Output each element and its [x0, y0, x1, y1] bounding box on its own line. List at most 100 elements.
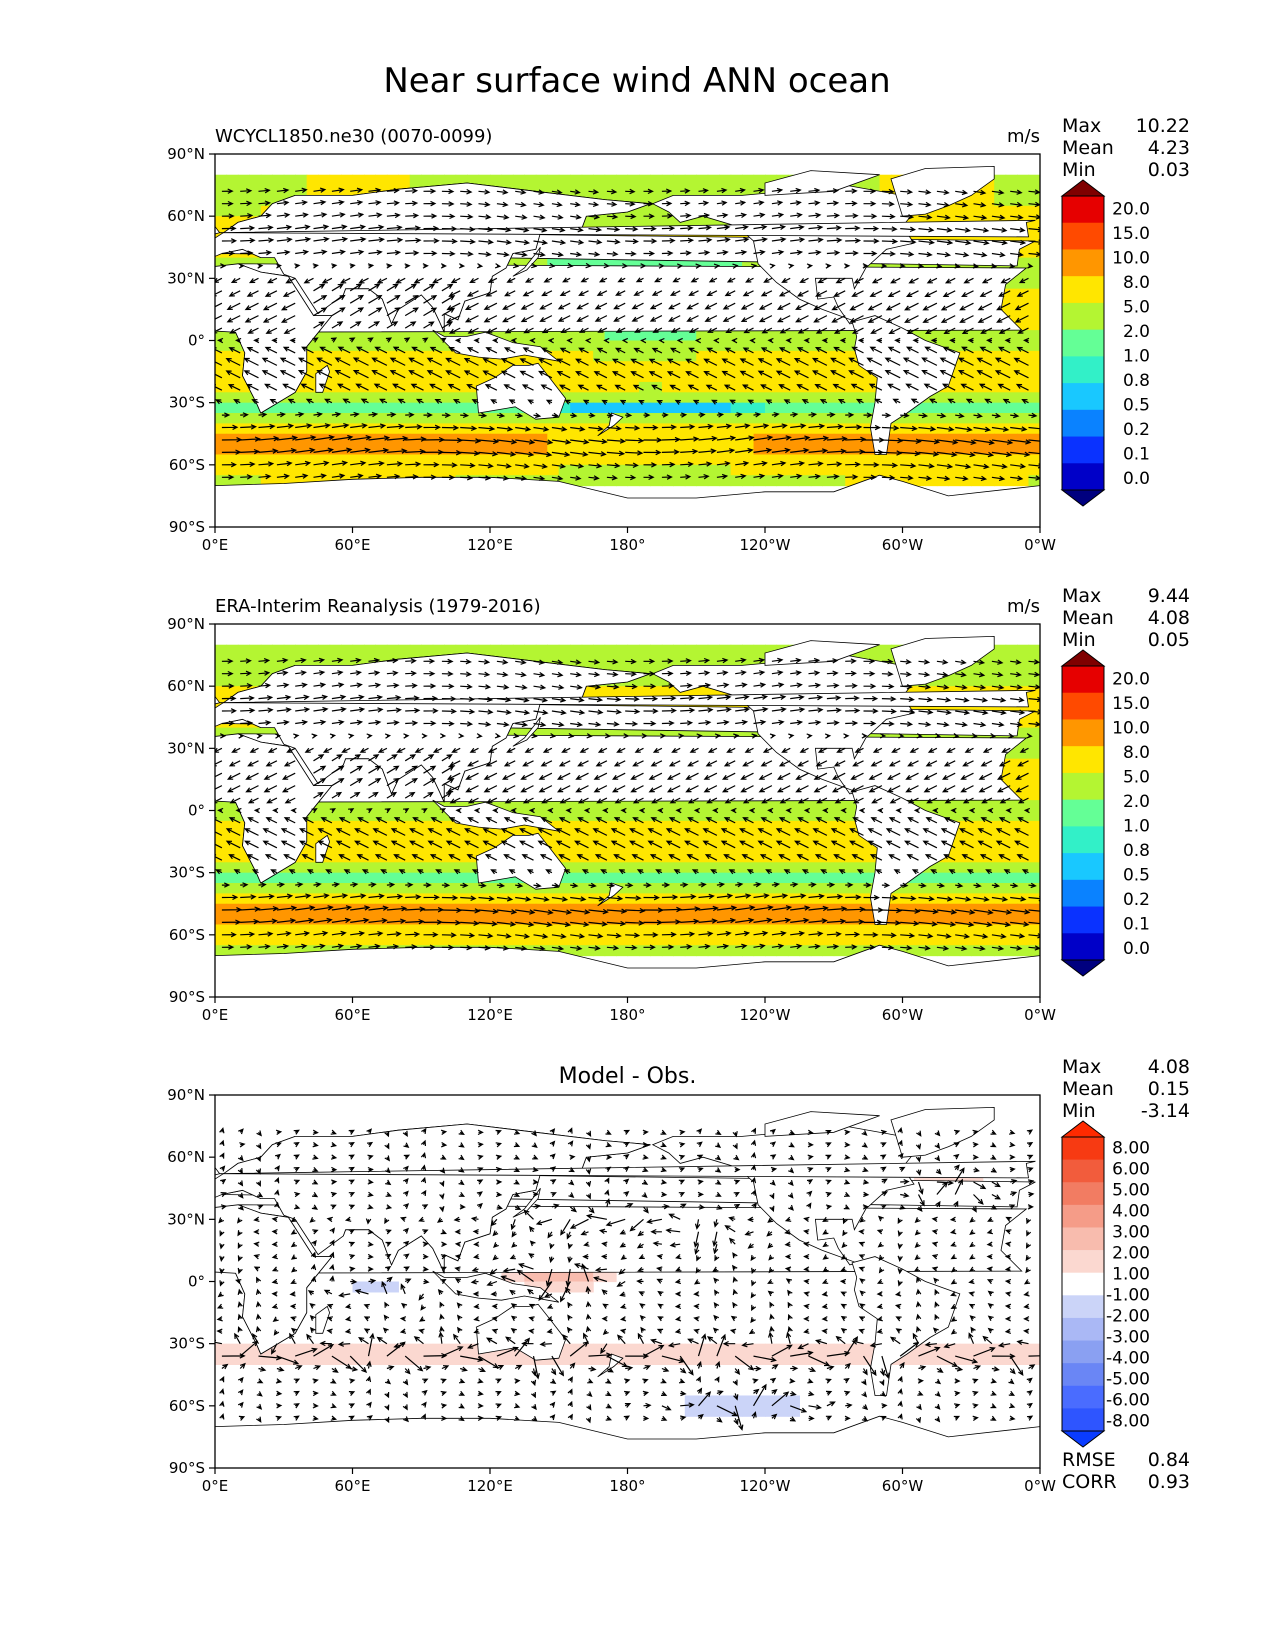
wind-vector [392, 383, 406, 391]
wind-vector [826, 188, 840, 194]
wind-vector [464, 302, 479, 311]
field-cell [959, 831, 972, 843]
wind-vector [613, 315, 626, 322]
field-cell [421, 800, 434, 812]
field-cell [776, 371, 789, 383]
wind-vector [918, 226, 935, 233]
wind-vector [997, 383, 1011, 391]
field-cell [249, 464, 262, 476]
field-cell [581, 727, 594, 739]
wind-vector [551, 214, 564, 220]
field-cell [444, 402, 457, 414]
wind-vector [625, 188, 636, 195]
wind-vector [318, 383, 333, 391]
wind-vector [557, 302, 571, 310]
wind-vector [368, 283, 381, 292]
field-cell [650, 216, 663, 228]
field-cell [753, 330, 766, 342]
wind-vector [423, 321, 435, 329]
wind-vector [833, 346, 846, 354]
field-cell [650, 371, 663, 383]
wind-vector [358, 277, 369, 284]
x-tick-label: 60°W [882, 536, 924, 554]
field-cell [856, 464, 869, 476]
field-cell [283, 883, 296, 894]
field-cell [707, 727, 720, 739]
wind-vector [614, 347, 626, 354]
wind-vector [900, 201, 914, 208]
field-cell [1028, 727, 1040, 739]
field-cell [215, 810, 228, 822]
field-cell [558, 831, 571, 843]
wind-vector [758, 302, 773, 310]
field-cell [799, 371, 812, 383]
field-cell [650, 727, 663, 739]
field-cell [638, 655, 652, 667]
field-cell [994, 872, 1007, 884]
field-cell [650, 340, 663, 352]
field-cell [1028, 769, 1040, 781]
field-cell [547, 330, 560, 342]
field-cell [994, 820, 1007, 832]
wind-vector [845, 213, 859, 219]
field-cell [799, 454, 812, 466]
wind-vector [324, 398, 333, 404]
wind-vector [796, 290, 809, 297]
wind-vector [496, 214, 510, 220]
field-cell [558, 371, 571, 383]
wind-vector [986, 337, 993, 344]
wind-vector [976, 370, 993, 379]
field-cell [616, 381, 629, 393]
wind-vector [276, 212, 291, 218]
field-cell [948, 381, 961, 393]
field-cell [547, 820, 560, 832]
field-cell [650, 810, 663, 822]
wind-vector [863, 188, 877, 195]
wind-vector [955, 202, 969, 208]
field-cell [249, 402, 262, 414]
field-cell [719, 413, 732, 424]
field-cell [799, 361, 812, 373]
wind-vector [753, 212, 766, 218]
wind-vector [221, 188, 234, 194]
wind-vector [386, 423, 405, 430]
wind-vector [282, 383, 296, 391]
wind-vector [735, 200, 747, 206]
field-cell [421, 820, 434, 832]
field-cell [913, 433, 927, 445]
wind-vector [906, 327, 919, 335]
field-cell [753, 820, 766, 832]
wind-vector [441, 321, 453, 329]
field-cell [352, 444, 365, 456]
field-cell [604, 655, 617, 667]
field-cell [627, 195, 640, 207]
wind-vector [845, 188, 858, 194]
wind-vector [761, 327, 773, 334]
field-cell [810, 820, 823, 832]
wind-vector [331, 283, 344, 292]
field-cell [730, 454, 743, 466]
field-cell [787, 340, 800, 352]
field-cell [948, 413, 961, 424]
field-cell [638, 381, 652, 393]
field-cell [913, 330, 927, 342]
wind-vector [813, 302, 828, 311]
wind-vector [496, 412, 506, 419]
wind-vector [881, 412, 892, 418]
field-cell [1017, 299, 1030, 311]
wind-vector [503, 384, 516, 391]
wind-vector [539, 302, 553, 310]
wind-vector [900, 438, 922, 444]
wind-vector [918, 426, 937, 432]
wind-vector [484, 384, 498, 391]
wind-vector [521, 384, 534, 391]
wind-vector [578, 290, 589, 296]
field-cell [272, 195, 285, 207]
field-cell [719, 831, 732, 843]
field-cell [455, 392, 468, 404]
field-cell [994, 831, 1007, 843]
wind-vector [936, 463, 954, 469]
field-cell [524, 444, 537, 456]
land-1 [215, 165, 1040, 527]
field-cell [936, 810, 949, 822]
